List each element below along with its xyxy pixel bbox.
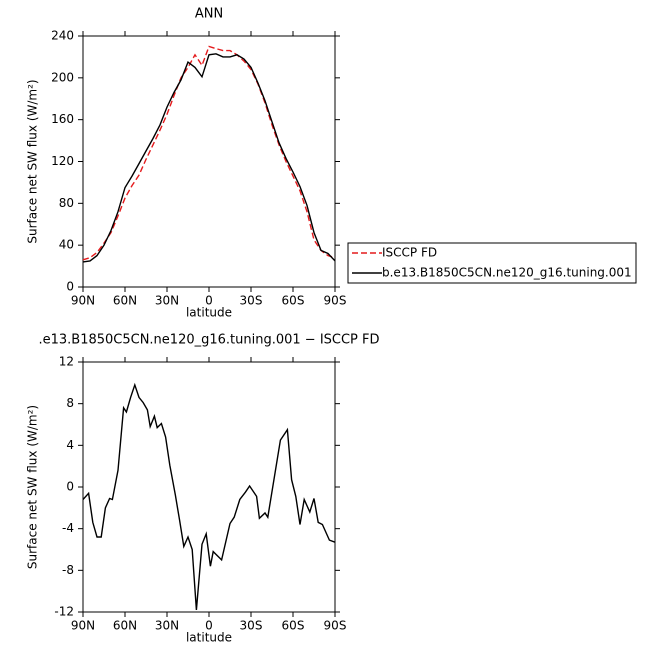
plot-frame [82,361,336,613]
x-tick-label: 90N [71,294,95,308]
x-axis-label: latitude [186,631,232,645]
x-tick-label: 30S [240,619,263,633]
x-tick-label: 60N [113,294,137,308]
data-line [82,53,336,263]
x-tick-label: 60N [113,619,137,633]
y-tick-label: 12 [59,355,74,369]
legend-label: b.e13.B1850C5CN.ne120_g16.tuning.001 [382,266,632,280]
chart-title: .e13.B1850C5CN.ne120_g16.tuning.001 − IS… [38,333,379,348]
y-axis-label: Surface net SW flux (W/m²) [26,79,40,243]
x-tick-label: 0 [205,294,213,308]
x-tick-label: 30S [240,294,263,308]
y-tick-label: 4 [66,438,74,452]
data-line [82,45,336,261]
y-tick-label: 8 [66,396,74,410]
data-line [82,382,336,610]
y-tick-label: 120 [51,154,74,168]
y-tick-label: 240 [51,29,74,43]
plot-frame [82,35,336,288]
y-tick-label: 160 [51,112,74,126]
x-tick-label: 90N [71,619,95,633]
y-tick-label: -4 [62,521,74,535]
x-axis-label: latitude [186,306,232,320]
chart-title: ANN [195,7,223,22]
y-tick-label: 0 [66,480,74,494]
legend-label: ISCCP FD [382,246,437,260]
y-tick-label: 40 [59,238,74,252]
x-tick-label: 30N [155,294,179,308]
y-axis-label: Surface net SW flux (W/m²) [26,405,40,569]
x-tick-label: 90S [324,619,347,633]
x-tick-label: 60S [282,619,305,633]
y-tick-label: 80 [59,196,74,210]
x-tick-label: 90S [324,294,347,308]
x-tick-label: 60S [282,294,305,308]
x-tick-label: 30N [155,619,179,633]
y-tick-label: 200 [51,70,74,84]
y-tick-label: -12 [54,605,74,619]
y-tick-label: 0 [66,280,74,294]
y-tick-label: -8 [62,563,74,577]
legend-box [347,242,637,284]
x-tick-label: 0 [205,619,213,633]
